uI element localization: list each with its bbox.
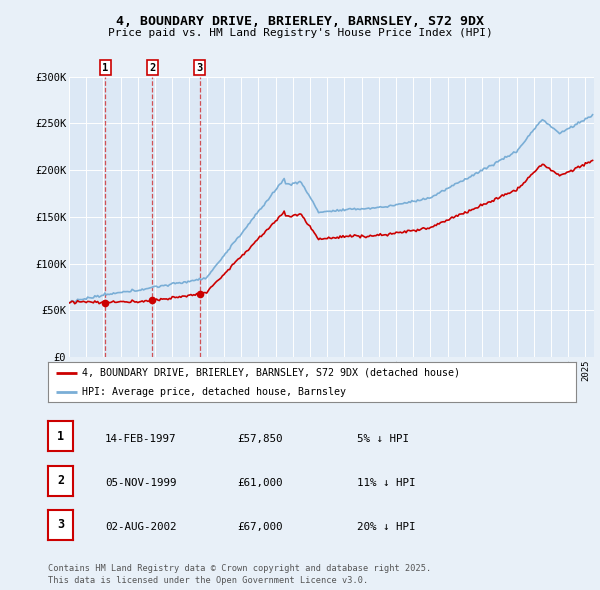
Text: 3: 3 — [197, 63, 203, 73]
Text: 2: 2 — [149, 63, 155, 73]
Text: 05-NOV-1999: 05-NOV-1999 — [105, 478, 176, 488]
Text: £67,000: £67,000 — [237, 523, 283, 532]
Text: 20% ↓ HPI: 20% ↓ HPI — [357, 523, 415, 532]
Text: 3: 3 — [57, 518, 64, 532]
Text: 1: 1 — [57, 430, 64, 443]
Text: Contains HM Land Registry data © Crown copyright and database right 2025.
This d: Contains HM Land Registry data © Crown c… — [48, 565, 431, 585]
Text: 4, BOUNDARY DRIVE, BRIERLEY, BARNSLEY, S72 9DX: 4, BOUNDARY DRIVE, BRIERLEY, BARNSLEY, S… — [116, 15, 484, 28]
Text: 1: 1 — [102, 63, 109, 73]
Text: £61,000: £61,000 — [237, 478, 283, 488]
Text: 11% ↓ HPI: 11% ↓ HPI — [357, 478, 415, 488]
Text: 5% ↓ HPI: 5% ↓ HPI — [357, 434, 409, 444]
Text: Price paid vs. HM Land Registry's House Price Index (HPI): Price paid vs. HM Land Registry's House … — [107, 28, 493, 38]
Text: 02-AUG-2002: 02-AUG-2002 — [105, 523, 176, 532]
Text: 4, BOUNDARY DRIVE, BRIERLEY, BARNSLEY, S72 9DX (detached house): 4, BOUNDARY DRIVE, BRIERLEY, BARNSLEY, S… — [82, 368, 460, 378]
Text: £57,850: £57,850 — [237, 434, 283, 444]
Text: HPI: Average price, detached house, Barnsley: HPI: Average price, detached house, Barn… — [82, 388, 346, 397]
Text: 14-FEB-1997: 14-FEB-1997 — [105, 434, 176, 444]
Text: 2: 2 — [57, 474, 64, 487]
